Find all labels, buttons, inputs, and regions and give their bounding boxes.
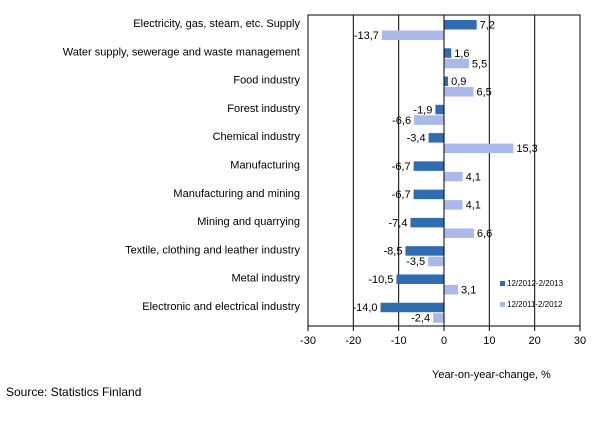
bar xyxy=(381,30,444,40)
x-axis-title: Year-on-year-change, % xyxy=(432,369,551,381)
bar xyxy=(433,313,444,323)
data-label: 15,3 xyxy=(516,143,537,155)
data-label: -2,4 xyxy=(411,313,430,325)
bar xyxy=(444,228,474,238)
bar xyxy=(444,20,477,30)
bar xyxy=(413,189,444,200)
bar xyxy=(444,171,463,182)
legend-label: 12/2011-2/2012 xyxy=(507,300,563,309)
bar xyxy=(435,104,444,115)
bar xyxy=(444,284,459,295)
bar xyxy=(380,302,444,313)
data-label: 7,2 xyxy=(480,20,495,32)
data-label: 5,5 xyxy=(472,58,487,70)
data-label: -6,7 xyxy=(392,189,411,201)
category-label: Electronic and electrical industry xyxy=(142,301,300,313)
data-label: 1,6 xyxy=(454,48,469,60)
data-label: -6,6 xyxy=(392,115,411,127)
category-label: Electricity, gas, steam, etc. Supply xyxy=(133,18,300,30)
data-label: -3,5 xyxy=(406,256,425,268)
bar xyxy=(444,87,474,97)
data-label: -8,5 xyxy=(383,246,402,258)
x-axis-ticks: -30 -20 -10 0 10 20 30 xyxy=(300,326,586,347)
tick-label: 30 xyxy=(574,335,586,347)
bar xyxy=(405,246,444,256)
data-label: 3,1 xyxy=(461,284,476,296)
data-label: 4,1 xyxy=(466,171,481,183)
bar xyxy=(444,200,463,210)
bar xyxy=(444,143,514,154)
category-label: Manufacturing and mining xyxy=(173,188,300,200)
data-label: -14,0 xyxy=(352,302,377,314)
data-label: -6,7 xyxy=(392,161,411,173)
data-label: -1,9 xyxy=(413,104,432,116)
data-label: -3,4 xyxy=(407,133,426,145)
bar xyxy=(396,274,444,284)
data-label: -13,7 xyxy=(354,30,379,42)
legend-label: 12/2012-2/2013 xyxy=(507,279,564,288)
tick-label: 10 xyxy=(483,335,495,347)
legend-swatch xyxy=(500,302,505,307)
bar xyxy=(428,133,444,143)
category-label: Mining and quarrying xyxy=(197,216,300,228)
data-label: -10,5 xyxy=(368,274,393,286)
legend-swatch xyxy=(500,281,505,286)
bar xyxy=(444,58,469,69)
bar xyxy=(414,115,444,125)
category-label: Forest industry xyxy=(227,103,300,115)
tick-label: 20 xyxy=(529,335,541,347)
category-label: Manufacturing xyxy=(230,160,300,172)
bar xyxy=(444,76,449,87)
data-label: -7,4 xyxy=(388,217,407,229)
data-label: 4,1 xyxy=(466,200,481,212)
bar xyxy=(410,217,444,228)
category-labels: Electricity, gas, steam, etc. Supply Wate… xyxy=(63,18,301,313)
data-label: 6,5 xyxy=(476,87,491,99)
tick-label: -20 xyxy=(345,335,361,347)
bar xyxy=(413,161,444,171)
data-label: 6,6 xyxy=(477,228,492,240)
gridlines xyxy=(352,15,536,326)
category-label: Water supply, sewerage and waste managem… xyxy=(63,46,300,58)
legend: 12/2012-2/2013 12/2011-2/2012 xyxy=(500,279,564,309)
category-label: Textile, clothing and leather industry xyxy=(125,244,300,256)
tick-label: -10 xyxy=(391,335,407,347)
bars xyxy=(380,20,514,323)
source-note: Source: Statistics Finland xyxy=(6,385,142,399)
bar xyxy=(444,48,452,58)
data-labels: 7,2 -13,7 1,65,5 0,9 6,5 -1,9-6,6 -3,4 15,3 -6,7… xyxy=(352,20,537,325)
bar xyxy=(428,256,444,267)
category-label: Metal industry xyxy=(232,273,301,285)
category-label: Food industry xyxy=(233,75,300,87)
tick-label: 0 xyxy=(441,335,447,347)
data-label: 0,9 xyxy=(451,76,466,88)
tick-label: -30 xyxy=(300,335,316,347)
category-label: Chemical industry xyxy=(213,131,301,143)
